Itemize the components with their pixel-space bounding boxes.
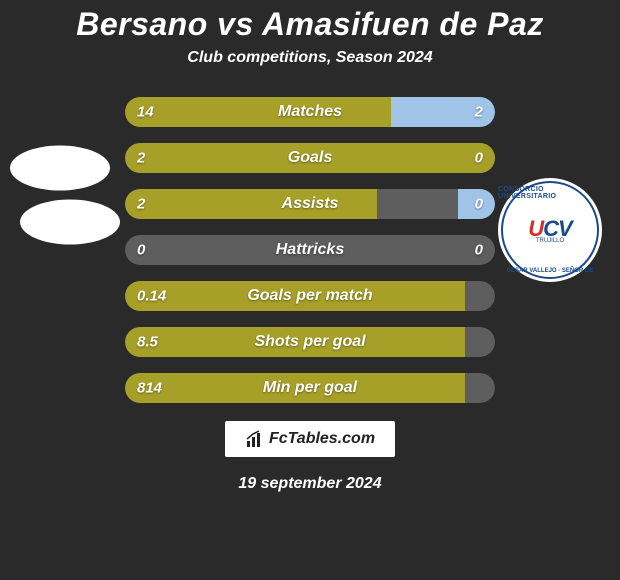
brand-badge: FcTables.com: [225, 421, 395, 457]
stat-value-right: 0: [475, 150, 483, 167]
stat-value-right: 2: [475, 104, 483, 121]
stat-value-right: 0: [475, 242, 483, 259]
stat-row-assists: Assists2 0: [125, 189, 495, 219]
stat-value-right: 0: [475, 196, 483, 213]
stat-row-shots-per-goal: Shots per goal8.5: [125, 327, 495, 357]
stat-label: Goals per match: [125, 287, 495, 305]
stat-label: Matches: [125, 103, 495, 121]
stat-value-left: 2: [137, 150, 145, 167]
stat-row-goals: Goals2 0: [125, 143, 495, 173]
stat-label: Shots per goal: [125, 333, 495, 351]
player-left-avatar-2: [20, 200, 120, 245]
comparison-title: Bersano vs Amasifuen de Paz: [0, 0, 620, 43]
player-left-avatar-1: [10, 146, 110, 191]
stat-row-min-per-goal: Min per goal814: [125, 373, 495, 403]
stat-value-left: 814: [137, 380, 162, 397]
stat-label: Hattricks: [125, 241, 495, 259]
stat-label: Min per goal: [125, 379, 495, 397]
stat-value-left: 14: [137, 104, 154, 121]
stat-row-matches: Matches14 2: [125, 97, 495, 127]
stat-value-left: 2: [137, 196, 145, 213]
stat-row-goals-per-match: Goals per match0.14: [125, 281, 495, 311]
generated-date: 19 september 2024: [0, 475, 620, 493]
badge-bottom-text: CESAR VALLEJO · SEÑOR DE: [507, 268, 594, 274]
stats-rows-container: Matches142Goals20Assists20Hattricks00Goa…: [125, 97, 495, 403]
stat-value-left: 8.5: [137, 334, 158, 351]
stat-value-left: 0.14: [137, 288, 166, 305]
stat-row-hattricks: Hattricks0 0: [125, 235, 495, 265]
stat-value-left: 0: [137, 242, 145, 259]
brand-text: FcTables.com: [269, 430, 375, 448]
stat-label: Assists: [125, 195, 495, 213]
stat-label: Goals: [125, 149, 495, 167]
brand-chart-icon: [245, 429, 265, 449]
comparison-subtitle: Club competitions, Season 2024: [0, 49, 620, 67]
badge-top-text: CONSORCIO UNIVERSITARIO: [498, 186, 602, 200]
club-badge-ucv: CONSORCIO UNIVERSITARIO UCV TRUJILLO CES…: [498, 178, 602, 282]
